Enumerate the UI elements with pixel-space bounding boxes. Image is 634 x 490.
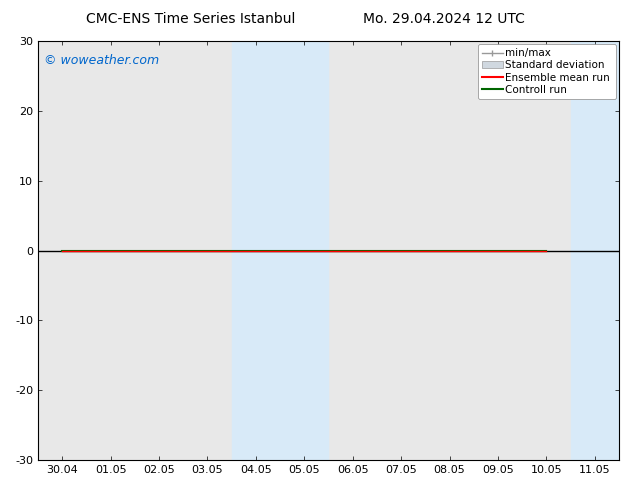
Text: Mo. 29.04.2024 12 UTC: Mo. 29.04.2024 12 UTC: [363, 12, 525, 26]
Text: CMC-ENS Time Series Istanbul: CMC-ENS Time Series Istanbul: [86, 12, 295, 26]
Bar: [571, 41, 619, 460]
Bar: [231, 41, 280, 460]
Legend: min/max, Standard deviation, Ensemble mean run, Controll run: min/max, Standard deviation, Ensemble me…: [478, 44, 616, 99]
Text: © woweather.com: © woweather.com: [44, 53, 159, 67]
Bar: [280, 41, 328, 460]
